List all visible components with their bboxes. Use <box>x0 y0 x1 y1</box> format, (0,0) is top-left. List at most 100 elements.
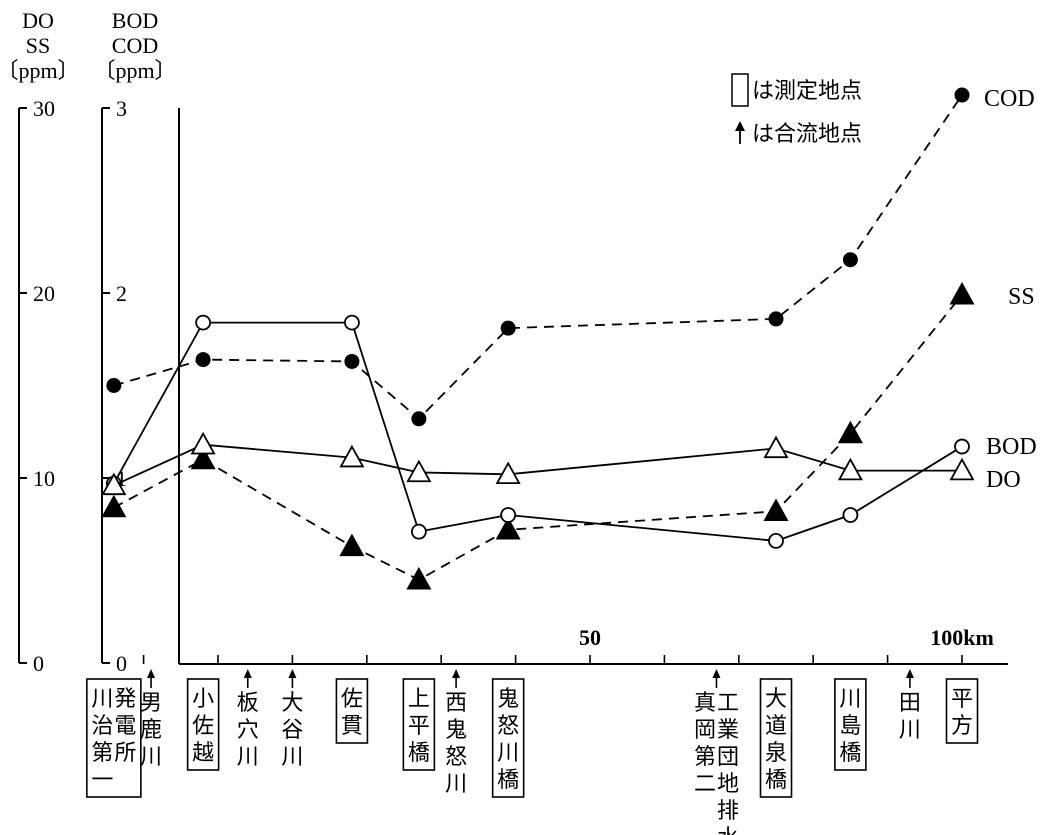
left-tick-label: 30 <box>33 96 55 121</box>
data-point-do <box>495 461 521 484</box>
x-axis-ticks <box>142 655 963 664</box>
station-char: 団 <box>717 745 739 770</box>
series-line-cod <box>113 94 963 421</box>
station-char: 穴 <box>237 718 259 743</box>
measure-point-box <box>402 678 436 771</box>
station-char: 真 <box>694 691 716 716</box>
stations-layer: 発電所川治第一男鹿川小佐越板穴川大谷川佐貫上平橋西鬼怒川鬼怒川橋工業団地排水真岡… <box>86 669 979 835</box>
legend: は測定地点 は合流地点 <box>731 73 862 147</box>
data-point-cod <box>344 353 360 369</box>
confluence-arrow-icon <box>712 669 721 678</box>
series-line-ss <box>113 294 963 581</box>
right-tick-label: 0 <box>116 651 127 676</box>
data-point-cod <box>842 252 858 268</box>
confluence-arrow-icon <box>288 669 297 678</box>
left-tick-label: 0 <box>33 651 44 676</box>
data-point-do <box>101 472 127 496</box>
x-km-label: 100km <box>930 625 994 650</box>
measure-point-box <box>834 678 867 771</box>
data-point-bod <box>500 507 517 523</box>
station-char: 川 <box>839 687 861 712</box>
measure-point-box <box>945 678 979 744</box>
data-point-do <box>763 435 789 459</box>
station-char: 地 <box>717 772 739 797</box>
series-do <box>101 431 975 496</box>
left-axis: DO SS 〔ppm〕 0 10 20 30 <box>0 8 80 676</box>
station-char: 方 <box>951 714 973 739</box>
station-char: 川 <box>237 745 259 770</box>
right-tick-label: 3 <box>116 96 127 121</box>
series-ss <box>101 281 975 590</box>
data-point-do <box>837 457 863 481</box>
data-point-do <box>339 444 365 468</box>
station-char: 岡 <box>694 718 716 743</box>
x-km-label: 50 <box>579 625 601 650</box>
station-confluence: 田川 <box>899 669 921 743</box>
measure-point-box <box>186 678 220 771</box>
series-bod <box>105 314 970 549</box>
data-point-cod <box>954 87 970 103</box>
plot-frame: 50 100km <box>142 108 1008 665</box>
station-char: 貫 <box>341 714 363 739</box>
station-char: 鬼 <box>445 718 467 743</box>
station-char: 橋 <box>408 741 430 766</box>
data-point-bod <box>954 438 970 455</box>
data-point-cod <box>411 411 427 427</box>
series-label-cod: COD <box>984 86 1035 112</box>
measure-point-box <box>335 678 369 744</box>
station-measure: 川島橋 <box>834 678 867 771</box>
data-point-bod <box>768 533 784 549</box>
left-axis-label-2: SS <box>26 33 50 58</box>
station-char: 橋 <box>497 768 519 793</box>
right-axis-label-1: BOD <box>112 8 158 33</box>
station-char: 水 <box>717 826 739 835</box>
data-point-ss <box>339 533 365 557</box>
station-char: 川 <box>140 745 162 770</box>
station-char: 二 <box>694 772 716 797</box>
left-tick-label: 10 <box>33 466 55 491</box>
station-char: 工 <box>717 691 739 716</box>
series-line-do <box>113 443 962 487</box>
station-char: 男 <box>140 691 162 716</box>
station-char: 川 <box>497 741 519 766</box>
station-char: 第 <box>91 741 113 766</box>
station-char: 排 <box>717 799 739 824</box>
series-label-ss: SS <box>1008 284 1035 310</box>
legend-confluence-text: は合流地点 <box>752 122 862 147</box>
data-point-do <box>406 459 432 483</box>
right-tick-label: 2 <box>116 281 127 306</box>
left-axis-label-1: DO <box>22 8 54 33</box>
legend-confluence-arrow-icon <box>735 121 745 144</box>
confluence-arrow-icon <box>452 669 461 678</box>
station-char: 道 <box>765 714 787 739</box>
station-char: 鬼 <box>497 687 519 712</box>
station-char: 一 <box>91 768 113 793</box>
right-axis-label-2: COD <box>112 33 158 58</box>
right-axis: BOD COD 〔ppm〕 0 1 2 3 <box>93 8 176 676</box>
data-point-cod <box>768 311 784 327</box>
station-char: 怒 <box>445 745 467 770</box>
data-point-ss <box>101 494 127 518</box>
left-axis-ticks: 0 10 20 30 <box>19 96 55 676</box>
right-axis-ticks: 0 1 2 3 <box>102 96 127 676</box>
left-axis-label-3: 〔ppm〕 <box>0 58 80 83</box>
station-char: 大 <box>765 687 787 712</box>
station-char: 上 <box>408 687 430 712</box>
data-point-ss <box>949 281 975 305</box>
station-char: 谷 <box>281 718 303 743</box>
series-labels: COD SS BOD DO <box>984 86 1037 493</box>
confluence-arrow-icon <box>243 669 252 678</box>
station-char: 佐 <box>192 714 214 739</box>
station-measure: 佐貫 <box>335 678 369 744</box>
series-label-bod: BOD <box>986 434 1037 460</box>
station-char: 西 <box>445 691 467 716</box>
series-cod <box>106 87 970 427</box>
data-point-ss <box>406 566 432 590</box>
station-confluence: 板穴川 <box>237 669 259 770</box>
station-char: 佐 <box>341 687 363 712</box>
station-char: 川 <box>91 687 113 712</box>
